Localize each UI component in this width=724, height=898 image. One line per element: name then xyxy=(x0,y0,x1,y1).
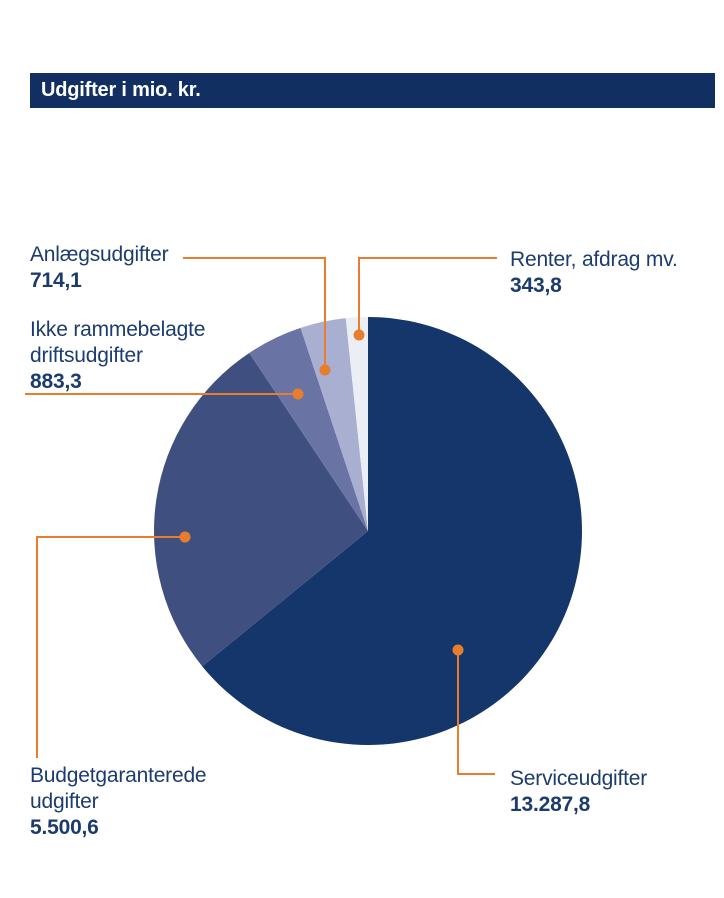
callout-dot-ikke-rammebelagte-driftsudgifter xyxy=(292,388,304,400)
pie-slice-renter-afdrag-mv xyxy=(345,317,368,531)
chart-title: Udgifter i mio. kr. xyxy=(41,79,201,101)
slice-name-ikke-rammebelagte-line1: Ikke rammebelagte xyxy=(30,318,206,341)
slice-name-budgetgaranterede-line2: udgifter xyxy=(30,790,99,813)
pie-slice-serviceudgifter xyxy=(202,317,583,745)
callout-dot-renter-afdrag-mv xyxy=(353,329,365,341)
callout-dot-serviceudgifter xyxy=(452,644,464,656)
label-budgetgaranterede-udgifter: Budgetgaranterede udgifter 5.500,6 xyxy=(30,763,207,841)
slice-value-budgetgaranterede: 5.500,6 xyxy=(30,816,99,839)
label-anlaegsudgifter: Anlægsudgifter 714,1 xyxy=(30,242,169,294)
slice-value-ikke-rammebelagte: 883,3 xyxy=(30,370,82,393)
label-ikke-rammebelagte-driftsudgifter: Ikke rammebelagte driftsudgifter 883,3 xyxy=(30,317,205,395)
callout-line-anlægsudgifter xyxy=(183,257,326,370)
pie-slice-anlægsudgifter xyxy=(300,318,368,531)
pie-slice-budgetgaranterede-udgifter xyxy=(154,352,368,667)
slice-name-serviceudgifter: Serviceudgifter xyxy=(510,767,648,790)
slice-name-renter-afdrag-mv: Renter, afdrag mv. xyxy=(510,248,678,271)
slice-name-ikke-rammebelagte-line2: driftsudgifter xyxy=(30,344,143,367)
pie-slice-ikke-rammebelagte-driftsudgifter xyxy=(249,327,368,531)
slice-value-anlaegsudgifter: 714,1 xyxy=(30,269,82,292)
label-renter-afdrag-mv: Renter, afdrag mv. 343,8 xyxy=(510,247,678,299)
callout-dot-anlægsudgifter xyxy=(319,364,331,376)
slice-name-budgetgaranterede-line1: Budgetgaranterede xyxy=(30,764,207,787)
slice-value-serviceudgifter: 13.287,8 xyxy=(510,793,591,816)
callout-line-renter-afdrag-mv xyxy=(358,257,497,335)
callout-line-serviceudgifter xyxy=(457,650,495,775)
label-serviceudgifter: Serviceudgifter 13.287,8 xyxy=(510,766,647,818)
slice-name-anlaegsudgifter: Anlægsudgifter xyxy=(30,243,169,266)
callout-dot-budgetgaranterede-udgifter xyxy=(179,531,191,543)
slice-value-renter-afdrag-mv: 343,8 xyxy=(510,274,562,297)
callout-line-budgetgaranterede-udgifter xyxy=(36,536,185,758)
chart-title-banner: Udgifter i mio. kr. xyxy=(30,73,715,108)
